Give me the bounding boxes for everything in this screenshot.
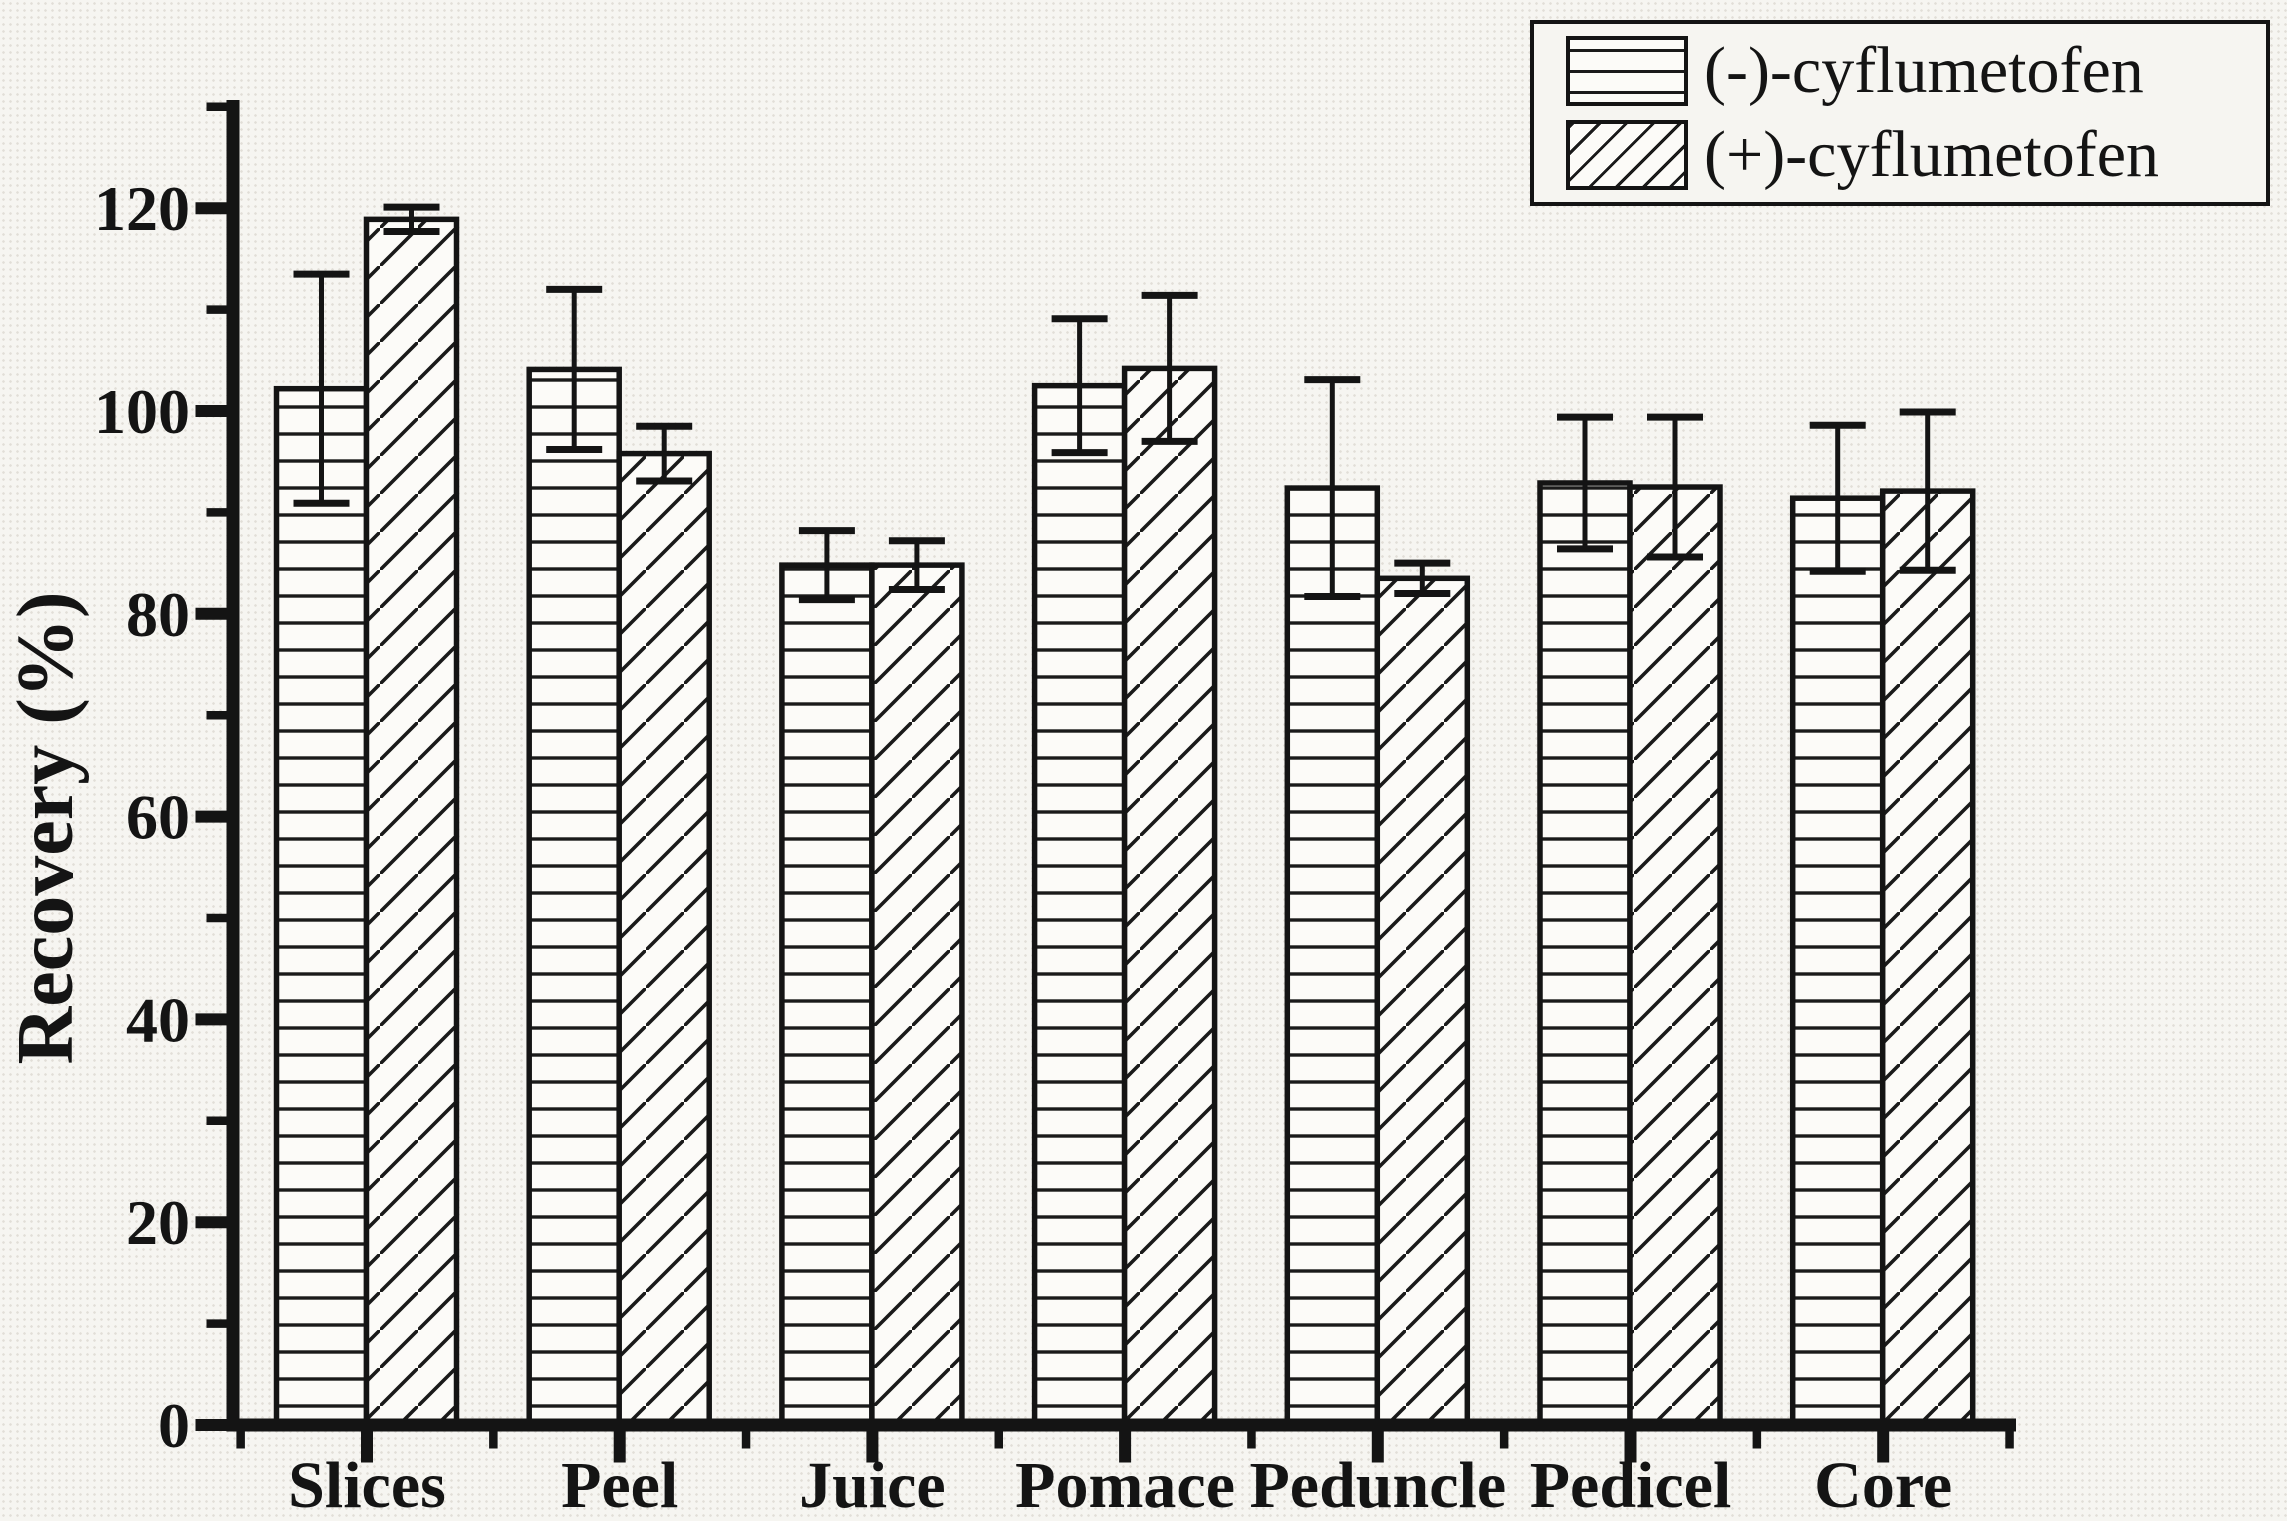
y-axis-title: Recovery (%)	[2, 591, 90, 1064]
y-tick-label: 40	[126, 984, 190, 1055]
y-tick-label: 60	[126, 782, 190, 853]
bars-layer	[273, 216, 1976, 1428]
bar-pomace-plus	[1121, 365, 1218, 1428]
error-bars-layer	[293, 203, 1956, 604]
x-tick-label: Juice	[799, 1449, 946, 1521]
bar-core-minus	[1789, 495, 1886, 1428]
legend-item: (-)-cyflumetofen	[1566, 34, 2266, 108]
bar-juice-minus	[779, 562, 875, 1428]
y-tick-label: 80	[126, 579, 190, 650]
x-tick-label: Peduncle	[1249, 1449, 1506, 1521]
axes-layer	[195, 100, 2016, 1463]
y-tick-label: 0	[158, 1390, 190, 1461]
bar-pedicel-minus	[1537, 480, 1633, 1428]
legend: (-)-cyflumetofen (+)-cyflumetofen	[1530, 20, 2270, 206]
bar-peduncle-minus	[1284, 485, 1381, 1428]
bar-pedicel-plus	[1627, 484, 1723, 1428]
bar-slices-minus	[273, 385, 370, 1428]
x-tick-label: Slices	[288, 1449, 446, 1521]
bar-peel-plus	[616, 450, 712, 1428]
y-tick-label: 20	[126, 1187, 190, 1258]
legend-swatch-diagonal-hatch-icon	[1566, 120, 1688, 190]
bar-pomace-minus	[1031, 382, 1128, 1428]
bar-slices-plus	[363, 216, 460, 1428]
bar-core-plus	[1879, 488, 1976, 1428]
legend-item: (+)-cyflumetofen	[1566, 118, 2266, 192]
x-tick-label: Core	[1814, 1449, 1952, 1521]
bar-peduncle-plus	[1374, 575, 1471, 1428]
x-tick-label: Pedicel	[1530, 1449, 1732, 1521]
axis-labels-layer: Slices Peel Juice Pomace Peduncle Pedicel Core…	[94, 173, 1952, 1521]
x-tick-label: Pomace	[1015, 1449, 1235, 1521]
y-tick-label: 100	[94, 376, 190, 447]
bar-peel-minus	[526, 366, 622, 1428]
bar-juice-plus	[869, 562, 965, 1428]
legend-label: (+)-cyflumetofen	[1704, 118, 2160, 191]
legend-label: (-)-cyflumetofen	[1704, 34, 2144, 107]
x-tick-label: Peel	[561, 1449, 678, 1521]
legend-swatch-horizontal-hatch-icon	[1566, 36, 1688, 106]
y-tick-label: 120	[94, 173, 190, 244]
